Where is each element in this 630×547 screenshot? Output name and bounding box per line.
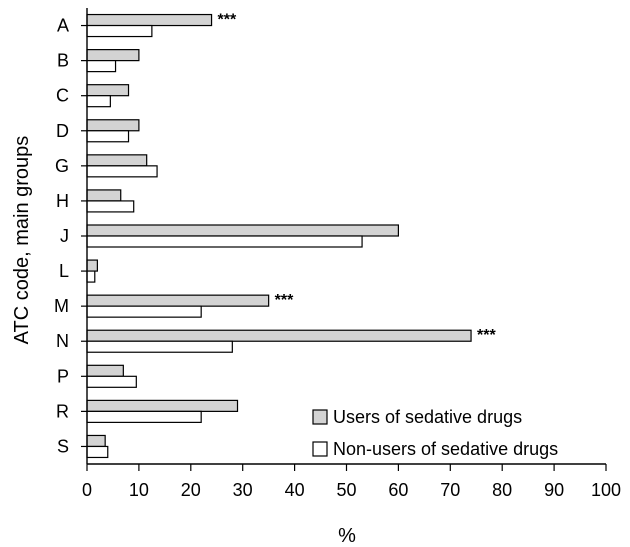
bar-users-b bbox=[86, 49, 140, 62]
bar-users-p bbox=[86, 364, 124, 377]
y-tick-label-g: G bbox=[55, 156, 69, 176]
bar-non-users-h bbox=[86, 200, 135, 213]
y-tick-label-a: A bbox=[57, 16, 69, 36]
y-tick-label-d: D bbox=[56, 121, 69, 141]
legend-label-users: Users of sedative drugs bbox=[333, 407, 522, 427]
legend: Users of sedative drugs Non-users of seda… bbox=[312, 407, 558, 459]
y-axis-title: ATC code, main groups bbox=[11, 136, 33, 345]
y-tick-label-r: R bbox=[56, 401, 69, 421]
bar-non-users-c bbox=[86, 95, 111, 108]
x-tick-label-0: 0 bbox=[82, 480, 92, 500]
significance-marker-n: *** bbox=[477, 327, 496, 344]
significance-marker-a: *** bbox=[218, 12, 237, 29]
legend-swatch-users bbox=[312, 409, 328, 425]
significance-marker-m: *** bbox=[275, 292, 294, 309]
y-tick-label-s: S bbox=[57, 436, 69, 456]
y-tick-label-n: N bbox=[56, 331, 69, 351]
bar-non-users-s bbox=[86, 445, 109, 459]
legend-swatch-non-users bbox=[312, 441, 328, 457]
x-tick-label-70: 70 bbox=[440, 480, 460, 500]
y-tick-label-h: H bbox=[56, 191, 69, 211]
bar-users-c bbox=[86, 84, 130, 97]
bar-non-users-n bbox=[86, 340, 233, 353]
bar-non-users-m bbox=[86, 305, 202, 318]
y-tick-label-j: J bbox=[60, 226, 69, 246]
y-tick-label-c: C bbox=[56, 86, 69, 106]
bar-users-s bbox=[86, 434, 106, 448]
bar-users-m bbox=[86, 294, 270, 307]
x-tick-label-50: 50 bbox=[336, 480, 356, 500]
y-tick-label-l: L bbox=[59, 261, 69, 281]
bar-non-users-d bbox=[86, 130, 130, 143]
x-tick-label-40: 40 bbox=[285, 480, 305, 500]
axes-layer bbox=[81, 8, 607, 471]
bar-users-h bbox=[86, 189, 122, 202]
y-tick-label-m: M bbox=[54, 296, 69, 316]
legend-label-non-users: Non-users of sedative drugs bbox=[333, 439, 558, 459]
y-tick-label-b: B bbox=[57, 51, 69, 71]
bar-users-g bbox=[86, 154, 148, 167]
bar-users-d bbox=[86, 119, 140, 132]
bar-non-users-g bbox=[86, 165, 158, 178]
bars-layer bbox=[86, 13, 472, 459]
bar-non-users-l bbox=[86, 270, 96, 283]
x-tick-label-20: 20 bbox=[181, 480, 201, 500]
bar-users-n bbox=[86, 329, 472, 342]
x-tick-label-10: 10 bbox=[129, 480, 149, 500]
x-tick-label-80: 80 bbox=[492, 480, 512, 500]
bar-users-r bbox=[86, 399, 239, 412]
x-tick-label-100: 100 bbox=[591, 480, 621, 500]
x-tick-label-60: 60 bbox=[388, 480, 408, 500]
y-tick-label-p: P bbox=[57, 366, 69, 386]
x-tick-label-30: 30 bbox=[233, 480, 253, 500]
bar-non-users-a bbox=[86, 24, 153, 38]
bar-non-users-r bbox=[86, 410, 202, 423]
x-tick-label-90: 90 bbox=[544, 480, 564, 500]
bar-non-users-b bbox=[86, 60, 117, 73]
bar-non-users-j bbox=[86, 235, 363, 248]
bar-users-a bbox=[86, 13, 213, 27]
x-axis-title: % bbox=[338, 525, 356, 547]
bar-non-users-p bbox=[86, 375, 137, 388]
bar-users-l bbox=[86, 259, 98, 272]
bar-users-j bbox=[86, 224, 399, 237]
